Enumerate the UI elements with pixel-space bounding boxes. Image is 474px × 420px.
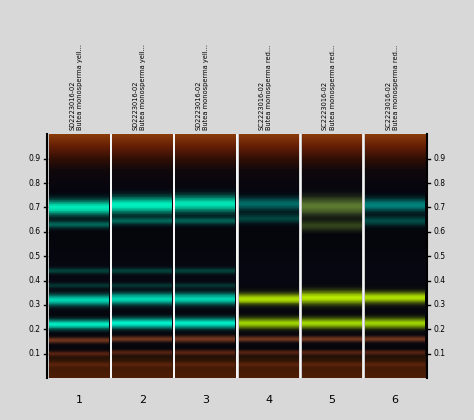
Text: 0.9: 0.9 <box>433 154 446 163</box>
Text: 3: 3 <box>202 395 209 405</box>
Text: 5: 5 <box>328 395 335 405</box>
Text: SD2223016-02: SD2223016-02 <box>69 81 75 130</box>
Text: 0.4: 0.4 <box>28 276 41 285</box>
Text: 0.2: 0.2 <box>433 325 446 334</box>
Text: 0.5: 0.5 <box>28 252 41 261</box>
Text: 0.7: 0.7 <box>433 203 446 212</box>
Text: SC2223016-02: SC2223016-02 <box>322 81 328 130</box>
Text: Butea monosperma yell...: Butea monosperma yell... <box>77 44 83 130</box>
Text: Butea monosperma red...: Butea monosperma red... <box>329 45 336 130</box>
Text: 6: 6 <box>392 395 399 405</box>
Text: 2: 2 <box>138 395 146 405</box>
Text: 0.7: 0.7 <box>28 203 41 212</box>
Text: 0.2: 0.2 <box>28 325 41 334</box>
Text: 0.3: 0.3 <box>433 300 446 310</box>
Text: 0.5: 0.5 <box>433 252 446 261</box>
Text: 0.8: 0.8 <box>28 178 41 188</box>
Text: 0.6: 0.6 <box>433 227 446 236</box>
Text: 0.8: 0.8 <box>433 178 446 188</box>
Text: 4: 4 <box>265 395 272 405</box>
Text: 0.3: 0.3 <box>28 300 41 310</box>
Text: SC2223016-02: SC2223016-02 <box>259 81 265 130</box>
Text: SD2223016-02: SD2223016-02 <box>196 81 201 130</box>
Text: Butea monosperma red...: Butea monosperma red... <box>393 45 399 130</box>
Text: 0.6: 0.6 <box>28 227 41 236</box>
Text: 0.1: 0.1 <box>433 349 446 358</box>
Text: Butea monosperma red...: Butea monosperma red... <box>266 45 273 130</box>
Text: Butea monosperma yell...: Butea monosperma yell... <box>140 44 146 130</box>
Text: 1: 1 <box>75 395 82 405</box>
Text: 0.9: 0.9 <box>28 154 41 163</box>
Text: 0.1: 0.1 <box>28 349 41 358</box>
Text: SC2223016-02: SC2223016-02 <box>385 81 391 130</box>
Text: SD2223016-02: SD2223016-02 <box>132 81 138 130</box>
Text: Butea monosperma yell...: Butea monosperma yell... <box>203 44 209 130</box>
Text: 0.4: 0.4 <box>433 276 446 285</box>
